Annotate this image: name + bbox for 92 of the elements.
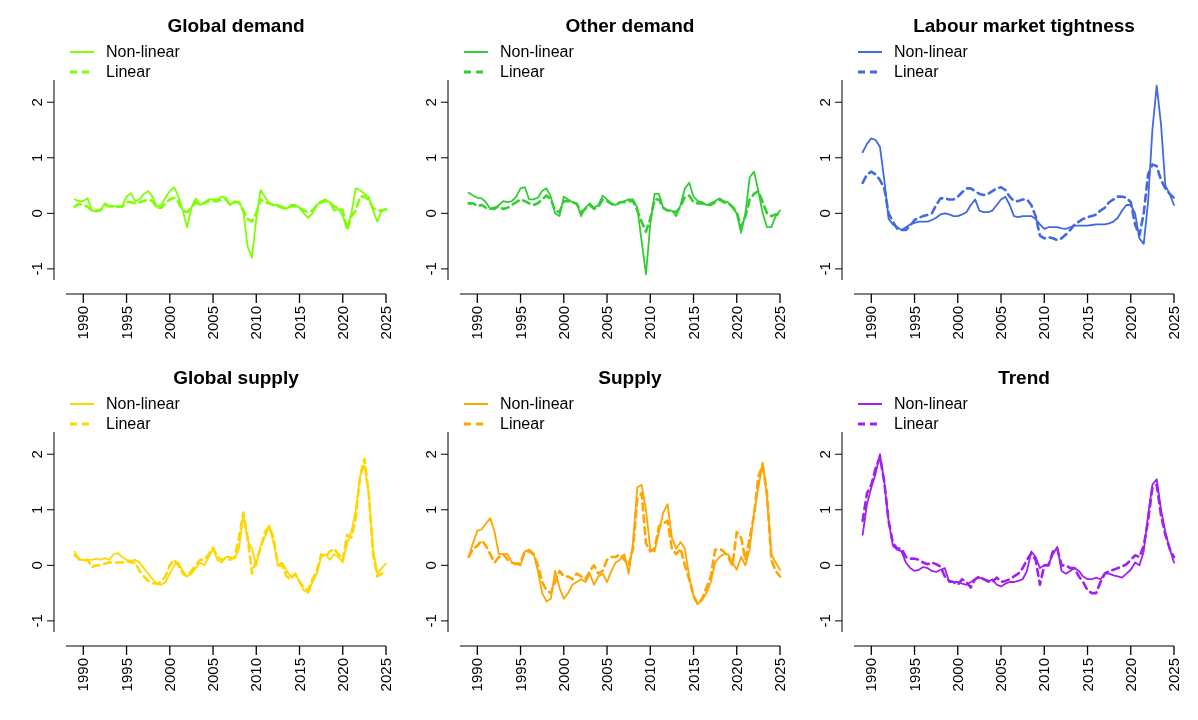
legend-label: Non-linear (894, 43, 969, 60)
y-tick-label: -1 (816, 614, 833, 628)
legend-label: Non-linear (500, 43, 575, 60)
x-tick-label: 1990 (74, 306, 92, 340)
x-tick-label: 2005 (204, 306, 222, 340)
x-tick-label: 1995 (117, 306, 135, 340)
y-tick-label: 2 (28, 450, 45, 459)
x-tick-label: 2015 (290, 306, 308, 340)
x-tick-label: 1990 (468, 306, 486, 340)
y-tick-label: 2 (816, 450, 833, 459)
y-tick-label: 2 (422, 450, 439, 459)
legend-label: Linear (894, 63, 940, 80)
y-tick-label: 2 (28, 98, 45, 107)
y-tick-label: 0 (816, 209, 833, 218)
x-tick-label: 2015 (1078, 306, 1096, 340)
x-tick-label: 2005 (598, 658, 616, 692)
x-tick-label: 2000 (948, 658, 966, 692)
x-tick-label: 1995 (511, 658, 529, 692)
x-tick-label: 2025 (771, 306, 788, 340)
legend-label: Linear (500, 63, 546, 80)
x-tick-label: 1990 (862, 306, 880, 340)
y-tick-label: 1 (28, 153, 45, 162)
legend-label: Linear (500, 415, 546, 432)
legend-label: Linear (894, 415, 940, 432)
line-series (861, 84, 1175, 245)
y-tick-label: -1 (422, 614, 439, 628)
chart-title: Trend (998, 367, 1050, 388)
x-tick-label: 2020 (1121, 306, 1139, 340)
x-tick-label: 1995 (905, 306, 923, 340)
y-tick-label: -1 (28, 262, 45, 276)
x-tick-label: 2020 (333, 306, 351, 340)
chart-title: Supply (598, 367, 663, 388)
x-tick-label: 2005 (992, 658, 1010, 692)
y-tick-label: 1 (816, 153, 833, 162)
x-tick-label: 2025 (1165, 658, 1182, 692)
chart-title: Global demand (167, 15, 305, 36)
y-tick-label: 0 (422, 561, 439, 570)
x-tick-label: 2000 (554, 658, 572, 692)
legend-label: Non-linear (106, 395, 181, 412)
chart-title: Labour market tightness (913, 15, 1135, 36)
x-tick-label: 2020 (727, 306, 745, 340)
y-tick-label: -1 (28, 614, 45, 628)
x-tick-label: 2025 (377, 658, 394, 692)
y-tick-label: 2 (422, 98, 439, 107)
y-tick-label: 1 (422, 153, 439, 162)
x-tick-label: 2025 (377, 306, 394, 340)
x-tick-label: 2015 (684, 658, 702, 692)
y-tick-label: -1 (422, 262, 439, 276)
x-tick-label: 1995 (117, 658, 135, 692)
y-tick-label: 0 (28, 209, 45, 218)
chart-title: Global supply (173, 367, 300, 388)
legend-label: Non-linear (106, 43, 181, 60)
x-tick-label: 2015 (290, 658, 308, 692)
x-tick-label: 2015 (684, 306, 702, 340)
y-tick-label: 0 (422, 209, 439, 218)
y-tick-label: 1 (816, 505, 833, 514)
y-tick-label: 0 (28, 561, 45, 570)
x-tick-label: 2020 (727, 658, 745, 692)
x-tick-label: 1995 (905, 658, 923, 692)
x-tick-label: 1990 (862, 658, 880, 692)
x-tick-label: 1990 (468, 658, 486, 692)
x-tick-label: 2010 (247, 658, 265, 692)
y-tick-label: 1 (28, 505, 45, 514)
x-tick-label: 2000 (948, 306, 966, 340)
x-tick-label: 2005 (598, 306, 616, 340)
legend-label: Linear (106, 63, 152, 80)
x-tick-label: 2010 (1035, 658, 1053, 692)
x-tick-label: 2010 (1035, 306, 1053, 340)
x-tick-label: 2010 (641, 306, 659, 340)
y-tick-label: -1 (816, 262, 833, 276)
y-tick-label: 1 (422, 505, 439, 514)
x-tick-label: 2025 (1165, 306, 1182, 340)
x-tick-label: 2005 (992, 306, 1010, 340)
x-tick-label: 2000 (160, 658, 178, 692)
x-tick-label: 2020 (1121, 658, 1139, 692)
line-series (467, 170, 781, 276)
legend-label: Non-linear (894, 395, 969, 412)
legend-label: Linear (106, 415, 152, 432)
x-tick-label: 1995 (511, 306, 529, 340)
y-tick-label: 2 (816, 98, 833, 107)
x-tick-label: 2000 (554, 306, 572, 340)
x-tick-label: 2025 (771, 658, 788, 692)
chart-title: Other demand (565, 15, 695, 36)
x-tick-label: 2015 (1078, 658, 1096, 692)
y-tick-label: 0 (816, 561, 833, 570)
x-tick-label: 2020 (333, 658, 351, 692)
x-tick-label: 1990 (74, 658, 92, 692)
legend-label: Non-linear (500, 395, 575, 412)
x-tick-label: 2005 (204, 658, 222, 692)
x-tick-label: 2010 (247, 306, 265, 340)
x-tick-label: 2010 (641, 658, 659, 692)
x-tick-label: 2000 (160, 306, 178, 340)
